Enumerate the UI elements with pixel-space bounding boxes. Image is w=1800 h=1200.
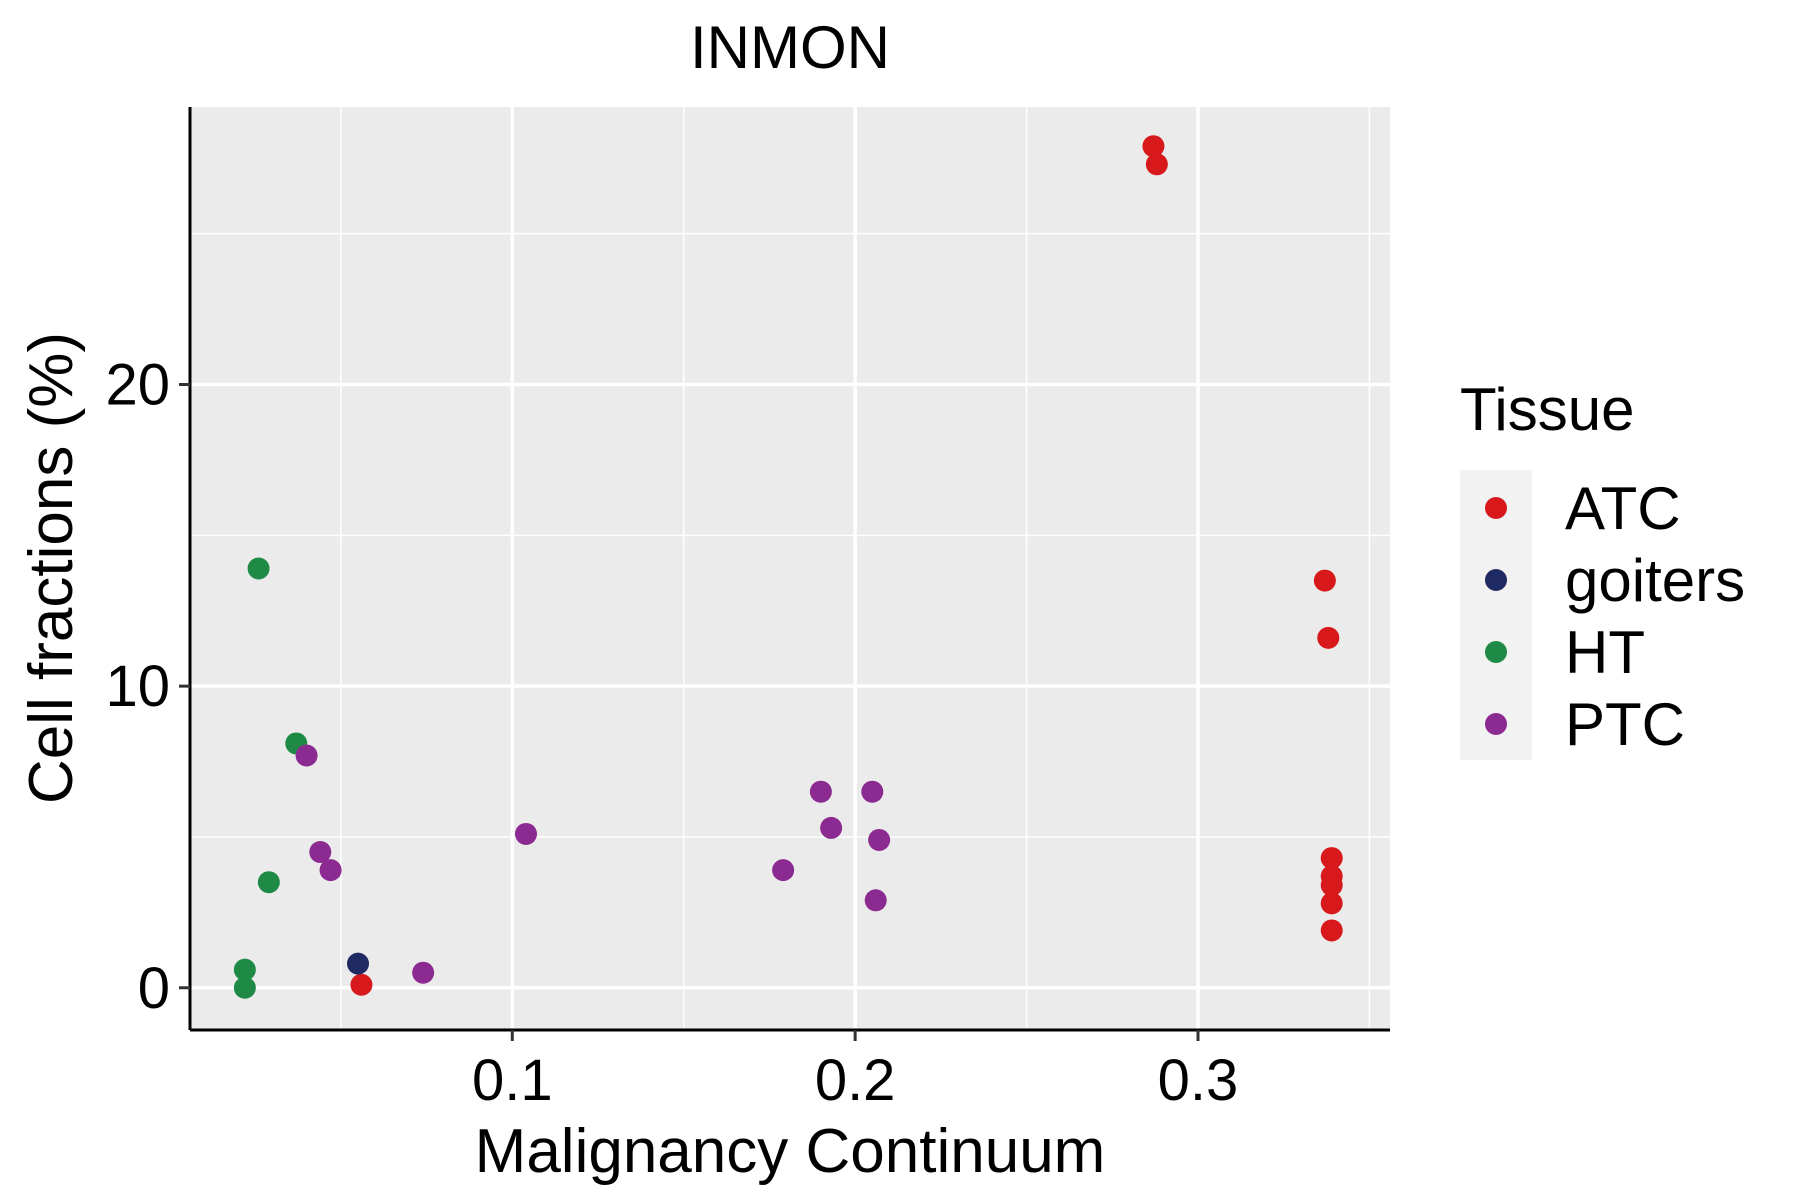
legend-key-ptc <box>1485 713 1507 735</box>
data-point-ptc <box>864 889 887 912</box>
data-point-ht <box>257 871 280 894</box>
data-point-ptc <box>820 816 843 839</box>
data-point-atc <box>1145 153 1168 176</box>
data-point-atc <box>350 973 373 996</box>
data-point-atc <box>1320 892 1343 915</box>
x-tick-label: 0.3 <box>1158 1048 1239 1113</box>
data-point-atc <box>1320 919 1343 942</box>
data-point-ptc <box>295 744 318 767</box>
data-point-goiters <box>347 952 369 975</box>
data-point-atc <box>1317 626 1340 649</box>
data-point-ht <box>247 557 270 580</box>
data-point-ptc <box>809 780 832 803</box>
plot-panel <box>190 107 1390 1030</box>
data-point-ptc <box>412 961 435 984</box>
x-tick-label: 0.2 <box>815 1048 896 1113</box>
legend-label-atc: ATC <box>1565 475 1681 542</box>
legend-key-ht <box>1485 641 1507 663</box>
data-point-ht <box>233 976 256 999</box>
y-tick-label: 10 <box>105 654 170 719</box>
x-tick-label: 0.1 <box>472 1048 553 1113</box>
data-point-ptc <box>515 822 537 845</box>
legend-title: Tissue <box>1460 376 1635 443</box>
legend-key-goiters <box>1485 569 1507 591</box>
data-point-atc <box>1320 847 1343 870</box>
data-point-ptc <box>772 859 795 882</box>
legend-label-ptc: PTC <box>1565 691 1685 758</box>
data-point-atc <box>1313 569 1336 592</box>
legend-label-ht: HT <box>1565 619 1645 686</box>
data-point-ptc <box>861 780 884 803</box>
data-point-ptc <box>319 859 342 882</box>
legend-label-goiters: goiters <box>1565 547 1745 614</box>
x-axis-title: Malignancy Continuum <box>475 1117 1106 1186</box>
chart-title: INMON <box>690 14 890 81</box>
data-point-ht <box>233 958 256 981</box>
data-point-ptc <box>868 828 891 851</box>
data-point-ptc <box>309 841 332 864</box>
legend-key-atc <box>1485 497 1507 519</box>
y-tick-label: 0 <box>138 956 170 1021</box>
data-point-atc <box>1320 874 1343 897</box>
data-point-atc <box>1142 135 1165 158</box>
y-tick-label: 20 <box>105 353 170 418</box>
y-axis-title: Cell fractions (%) <box>17 332 86 804</box>
